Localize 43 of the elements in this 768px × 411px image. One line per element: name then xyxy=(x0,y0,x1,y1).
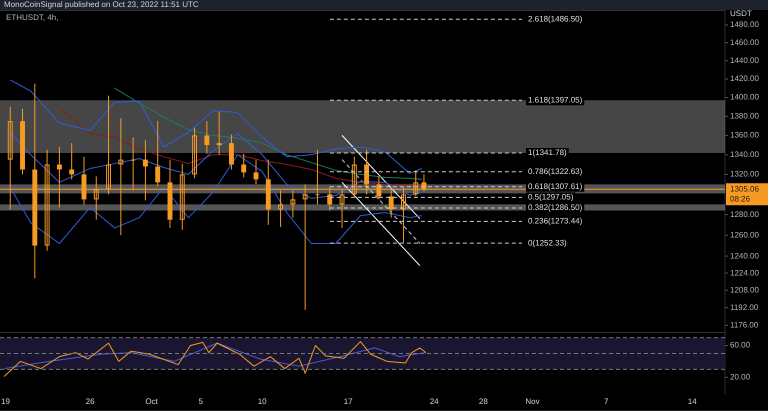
ref-line-label: 2.618(1486.50) xyxy=(528,14,583,24)
x-tick-label: 17 xyxy=(344,397,354,406)
x-tick-label: Nov xyxy=(525,397,540,406)
ref-line-label: 0.382(1286.50) xyxy=(528,203,583,212)
y-tick-label: 1380.00 xyxy=(730,112,760,121)
ref-line-label: 0.786(1322.63) xyxy=(528,167,583,176)
x-tick-label: 5 xyxy=(198,397,204,406)
y-axis-title: USDT xyxy=(730,9,752,18)
x-tick-label: 26 xyxy=(86,397,96,406)
ref-line-label: 0.5(1297.05) xyxy=(528,192,574,202)
y-tick-label: 1420.00 xyxy=(730,74,760,84)
x-tick-label: 14 xyxy=(688,397,698,406)
ref-line-label: 1305.06 xyxy=(730,184,760,194)
y-tick-label: 60.00 xyxy=(730,340,751,350)
x-tick-label: 24 xyxy=(430,397,440,406)
y-tick-label: 1440.00 xyxy=(730,56,760,65)
ref-line-label: 1.618(1397.05) xyxy=(528,95,583,104)
y-tick-label: 1280.00 xyxy=(730,210,760,219)
ref-line-label: 0.236(1273.44) xyxy=(528,216,583,226)
x-tick-label: 10 xyxy=(258,397,268,406)
text: 08:26 xyxy=(730,194,751,204)
y-tick-label: 20.00 xyxy=(730,372,751,382)
y-tick-label: 1224.00 xyxy=(730,268,760,278)
y-tick-label: 1240.00 xyxy=(730,251,760,260)
x-tick-label: 7 xyxy=(604,397,609,406)
ref-line-label: 0.618(1307.61) xyxy=(528,182,583,191)
y-tick-label: 1176.00 xyxy=(730,320,759,330)
ref-line-label: 0(1252.33) xyxy=(528,238,568,248)
x-tick-label: 28 xyxy=(478,397,488,406)
y-tick-label: 1340.00 xyxy=(730,150,760,159)
y-tick-label: 1192.00 xyxy=(730,302,759,312)
y-tick-label: 1208.00 xyxy=(730,285,760,294)
y-tick-label: 1460.00 xyxy=(730,38,760,47)
ref-line-label: 1(1341.78) xyxy=(528,148,568,158)
chart-title: ETHUSDT, 4h, xyxy=(6,13,58,22)
y-tick-label: 1260.00 xyxy=(730,230,760,240)
chart-subtitle: MonoCoinSignal published on Oct 23, 2022 11:51 UTC xyxy=(0,0,768,10)
y-tick-label: 1400.00 xyxy=(730,92,760,102)
x-tick-label: 19 xyxy=(0,397,10,406)
y-tick-label: 1320.00 xyxy=(730,170,760,179)
x-tick-label: Oct xyxy=(145,397,159,406)
y-tick-label: 1360.00 xyxy=(730,130,760,140)
y-tick-label: 1480.00 xyxy=(730,20,760,30)
